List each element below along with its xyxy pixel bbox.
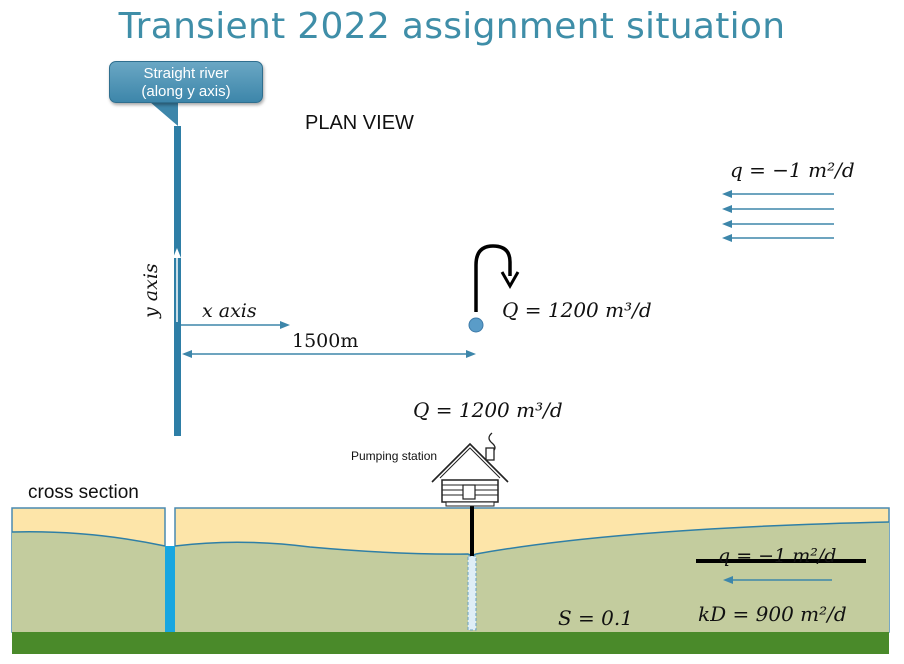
- river-section: [165, 546, 175, 632]
- well-icon: [468, 317, 484, 333]
- callout-line-2: (along y axis): [141, 83, 231, 100]
- regional-flow-label: q = −1 m²/d: [730, 158, 855, 182]
- page-title: Transient 2022 assignment situation: [118, 6, 786, 47]
- aquifer-right: [175, 522, 889, 632]
- pumping-station-icon: [431, 432, 509, 507]
- callout-line-1: Straight river: [143, 65, 229, 82]
- storage-coefficient-label: S = 0.1: [558, 606, 633, 630]
- cross-section-label: cross section: [28, 482, 139, 503]
- water-table-right: [174, 521, 890, 556]
- well-screen: [467, 555, 477, 631]
- distance-label: 1500m: [292, 330, 359, 352]
- transmissivity-label: kD = 900 m²/d: [698, 602, 847, 626]
- well-discharge-label: Q = 1200 m³/d: [502, 298, 652, 322]
- station-discharge-label: Q = 1200 m³/d: [413, 398, 563, 422]
- river-callout: Straight river (along y axis): [109, 61, 263, 103]
- x-axis-label: x axis: [202, 300, 257, 322]
- y-axis-arrowhead: [173, 248, 181, 258]
- aquifer-base: [12, 632, 889, 654]
- plan-view-label: PLAN VIEW: [305, 112, 414, 134]
- struck-flow-label: q = −1 m²/d: [718, 545, 837, 567]
- y-axis-label: y axis: [140, 263, 162, 318]
- x-axis-arrowhead: [280, 321, 290, 329]
- regional-flow-arrows: [722, 190, 834, 242]
- callout-pointer: [150, 102, 178, 126]
- distance-arrowhead-right: [466, 350, 476, 358]
- extraction-arrow: [474, 244, 512, 312]
- pumping-station-label: Pumping station: [351, 449, 438, 463]
- section-flow-arrowhead: [723, 576, 733, 584]
- water-table-left: [11, 531, 166, 547]
- distance-arrowhead-left: [182, 350, 192, 358]
- extraction-arrowhead: [500, 271, 520, 290]
- aquifer-left: [12, 531, 165, 632]
